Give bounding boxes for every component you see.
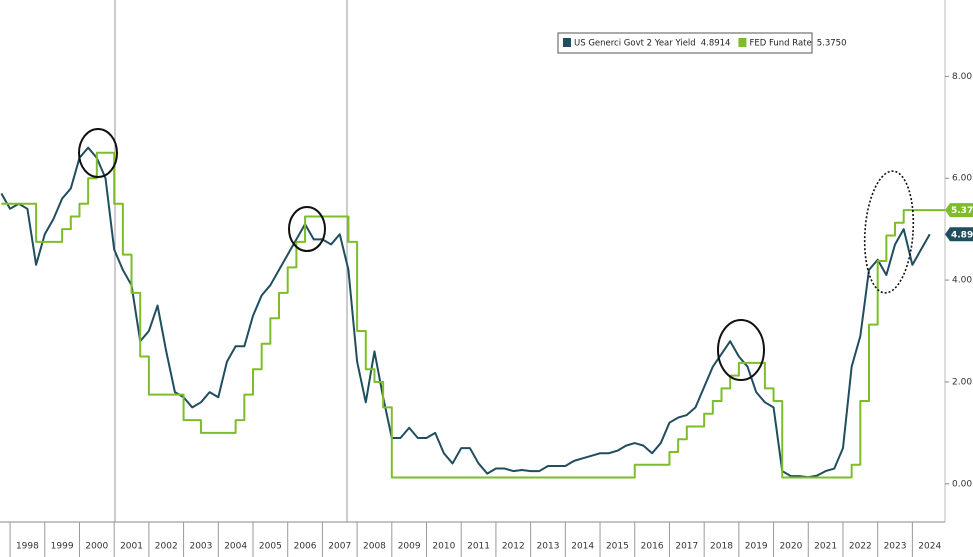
- plot: [0, 146, 945, 479]
- x-tick-label: 2016: [641, 542, 664, 552]
- x-tick-label: 2018: [710, 542, 733, 552]
- x-tick-label: 2009: [398, 542, 421, 552]
- x-tick-label: 2017: [675, 542, 698, 552]
- x-tick-label: 2003: [189, 542, 212, 552]
- x-tick-label: 2001: [120, 542, 143, 552]
- legend-swatch: [563, 38, 571, 47]
- x-tick-label: 2020: [779, 542, 802, 552]
- highlight-circle: [863, 170, 915, 294]
- annotations: [78, 128, 915, 381]
- y-tick-label: 0.00: [952, 479, 972, 489]
- last-value-tag: 5.37: [945, 203, 973, 218]
- x-tick-label: 2007: [328, 542, 351, 552]
- tag-shape: [945, 203, 973, 218]
- tag-label: 5.37: [951, 206, 973, 216]
- x-tick-label: 2021: [814, 542, 837, 552]
- x-tick-label: 2004: [224, 542, 247, 552]
- legend: US Generci Govt 2 Year Yield 4.8914 FED Fu…: [557, 32, 847, 54]
- x-tick-label: 2019: [745, 542, 768, 552]
- x-tick-label: 1999: [51, 542, 74, 552]
- highlight-circle: [78, 128, 118, 178]
- x-tick-label: 2022: [849, 542, 872, 552]
- x-tick-label: 2014: [571, 542, 594, 552]
- legend-swatch: [738, 38, 747, 47]
- x-tick-label: 2006: [294, 542, 317, 552]
- highlight-circle: [717, 319, 765, 381]
- series-line: [1, 151, 945, 479]
- legend-label: FED Fund Rate: [749, 39, 811, 49]
- x-tick-label: 2010: [432, 542, 455, 552]
- tag-shape: [945, 227, 973, 242]
- y-tick-label: 8.00: [952, 72, 972, 82]
- last-value-tag: 4.89: [945, 227, 973, 242]
- x-tick-label: 2008: [363, 542, 386, 552]
- x-tick-label: 2005: [259, 542, 282, 552]
- x-tick-label: 2024: [918, 542, 941, 552]
- legend-value: 4.8914: [701, 39, 731, 49]
- x-tick-label: 2013: [537, 542, 560, 552]
- highlight-circle: [288, 206, 326, 252]
- legend-box: [557, 32, 813, 54]
- y-tick-label: 6.00: [952, 174, 972, 184]
- x-tick-label: 2023: [884, 542, 907, 552]
- y-tick-label: 4.00: [952, 276, 972, 286]
- legend-value: 5.3750: [817, 39, 847, 49]
- x-tick-label: 2015: [606, 542, 629, 552]
- series-line: [0, 146, 931, 479]
- x-tick-label: 2012: [502, 542, 525, 552]
- tag-label: 4.89: [951, 230, 973, 240]
- x-tick-label: 2011: [467, 542, 490, 552]
- x-tick-label: 2002: [155, 542, 178, 552]
- y-tick-label: 2.00: [952, 377, 972, 387]
- x-tick-label: 1998: [16, 542, 39, 552]
- legend-label: US Generci Govt 2 Year Yield: [574, 39, 696, 49]
- x-tick-label: 2000: [85, 542, 108, 552]
